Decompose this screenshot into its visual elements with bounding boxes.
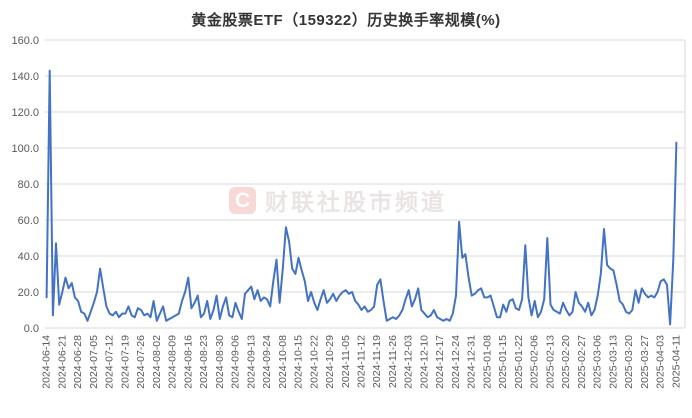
x-tick-label: 2024-12-31 bbox=[466, 335, 478, 389]
series-line bbox=[45, 69, 678, 326]
watermark-logo-letter: C bbox=[234, 188, 251, 212]
x-tick-label: 2024-07-05 bbox=[88, 335, 100, 389]
x-tick-label: 2025-03-13 bbox=[607, 335, 619, 389]
x-tick-label: 2024-11-05 bbox=[340, 335, 352, 388]
x-tick-label: 2024-08-23 bbox=[198, 335, 210, 389]
y-tick-label: 60.0 bbox=[18, 215, 39, 227]
x-tick-label: 2024-11-12 bbox=[356, 335, 368, 388]
x-tick-label: 2024-06-14 bbox=[41, 335, 53, 389]
chart-title: 黄金股票ETF（159322）历史换手率规模(%) bbox=[191, 12, 501, 29]
x-tick-label: 2024-07-26 bbox=[135, 335, 147, 389]
y-tick-label: 120.0 bbox=[11, 107, 39, 119]
x-tick-label: 2025-02-13 bbox=[544, 335, 556, 389]
x-tick-label: 2024-10-22 bbox=[308, 335, 320, 389]
x-tick-label: 2024-10-08 bbox=[277, 335, 289, 389]
x-tick-label: 2024-11-26 bbox=[387, 335, 399, 388]
x-tick-label: 2024-10-29 bbox=[324, 335, 336, 389]
y-tick-label: 100.0 bbox=[11, 143, 39, 155]
x-tick-label: 2025-03-27 bbox=[639, 335, 651, 389]
y-tick-label: 160.0 bbox=[11, 35, 39, 47]
watermark-text: 财联社股市频道 bbox=[265, 189, 447, 215]
x-tick-label: 2024-12-17 bbox=[434, 335, 446, 389]
x-tick-label: 2024-07-12 bbox=[104, 335, 116, 389]
y-tick-label: 20.0 bbox=[18, 287, 39, 299]
y-tick-label: 140.0 bbox=[11, 71, 39, 83]
x-tick-label: 2025-03-20 bbox=[623, 335, 635, 389]
x-tick-label: 2024-10-15 bbox=[293, 335, 305, 389]
x-tick-label: 2025-04-03 bbox=[655, 335, 667, 389]
x-tick-label: 2025-01-08 bbox=[481, 335, 493, 389]
x-tick-label: 2025-04-11 bbox=[670, 335, 682, 388]
x-tick-label: 2025-02-06 bbox=[529, 335, 541, 389]
x-tick-label: 2024-08-30 bbox=[214, 335, 226, 389]
x-tick-label: 2024-11-19 bbox=[371, 335, 383, 388]
x-tick-label: 2024-08-16 bbox=[182, 335, 194, 389]
x-tick-label: 2024-09-13 bbox=[245, 335, 257, 389]
x-tick-label: 2024-12-10 bbox=[418, 335, 430, 389]
x-tick-label: 2025-02-27 bbox=[576, 335, 588, 389]
watermark-logo-icon: C bbox=[229, 186, 256, 214]
x-tick-label: 2024-06-21 bbox=[56, 335, 68, 389]
x-tick-label: 2024-08-02 bbox=[151, 335, 163, 389]
x-tick-label: 2024-12-03 bbox=[403, 335, 415, 389]
watermark: C 财联社股市频道 bbox=[229, 186, 447, 215]
x-tick-label: 2024-09-24 bbox=[261, 335, 273, 389]
y-tick-label: 0.0 bbox=[24, 323, 39, 335]
x-tick-label: 2025-02-20 bbox=[560, 335, 572, 389]
x-tick-label: 2024-07-19 bbox=[119, 335, 131, 389]
x-tick-label: 2025-01-22 bbox=[513, 335, 525, 389]
x-tick-label: 2024-09-06 bbox=[230, 335, 242, 389]
x-tick-label: 2025-01-15 bbox=[497, 335, 509, 389]
y-tick-label: 40.0 bbox=[18, 251, 39, 263]
x-tick-label: 2025-03-06 bbox=[592, 335, 604, 389]
x-tick-label: 2024-12-24 bbox=[450, 335, 462, 389]
x-tick-label: 2024-06-28 bbox=[72, 335, 84, 389]
x-tick-label: 2024-08-09 bbox=[167, 335, 179, 389]
y-tick-label: 80.0 bbox=[18, 179, 39, 191]
